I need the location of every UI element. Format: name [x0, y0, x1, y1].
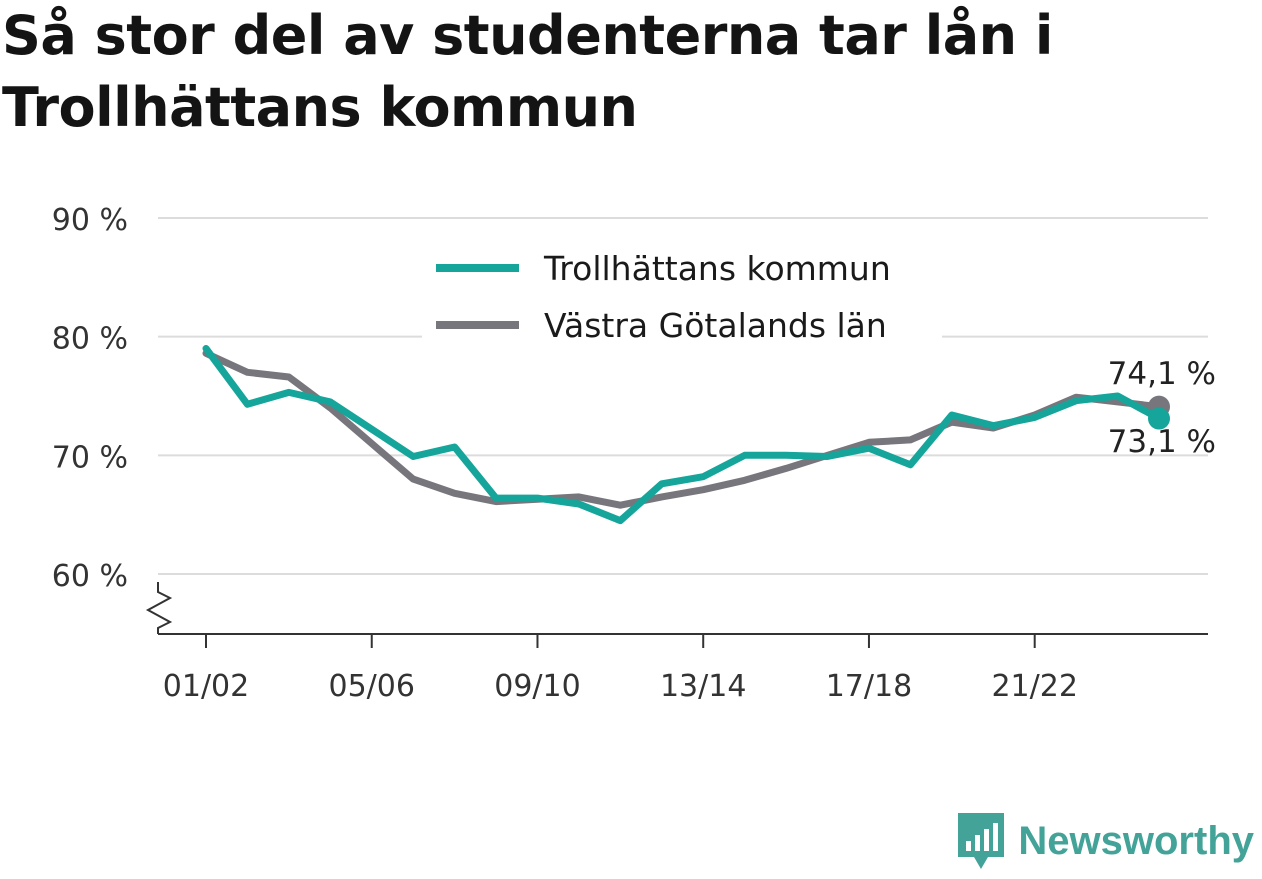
legend-label: Trollhättans kommun [543, 249, 891, 288]
x-tick-label: 13/14 [660, 669, 746, 704]
x-tick-label: 17/18 [826, 669, 912, 704]
legend-label: Västra Götalands län [544, 306, 887, 345]
y-tick-label: 90 % [52, 203, 128, 238]
x-axis [145, 582, 1208, 648]
brand-name: Newsworthy [1018, 818, 1254, 863]
y-tick-label: 80 % [52, 322, 128, 357]
series-end-point-trollhattan [1148, 407, 1170, 430]
x-tick-label: 09/10 [494, 669, 580, 704]
end-value-label: 74,1 % [1108, 356, 1216, 392]
y-tick-label: 60 % [52, 559, 128, 594]
newsworthy-logo-icon [958, 813, 1005, 869]
x-tick-label: 05/06 [329, 669, 415, 704]
end-value-labels: 73,1 % 74,1 % [1108, 356, 1216, 460]
x-axis-tick-labels: 01/02 05/06 09/10 13/14 17/18 21/22 [163, 669, 1078, 704]
end-value-label: 73,1 % [1108, 424, 1216, 460]
axis-break-icon [145, 582, 173, 634]
series-line-trollhattan [202, 345, 1163, 525]
newsworthy-logo: Newsworthy [956, 811, 1254, 871]
legend: Trollhättans kommun Västra Götalands län [422, 240, 942, 345]
x-tick-label: 21/22 [991, 669, 1077, 704]
series-lines [202, 345, 1170, 525]
x-tick-label: 01/02 [163, 669, 249, 704]
chart-title: Så stor del av studenterna tar lån i Tro… [2, 4, 1053, 139]
y-tick-label: 70 % [52, 440, 128, 475]
y-axis-tick-labels: 60 % 70 % 80 % 90 % [52, 203, 128, 594]
